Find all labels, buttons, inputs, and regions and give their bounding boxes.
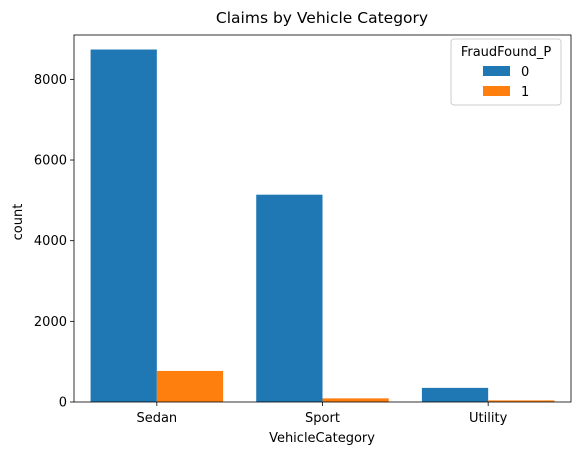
y-axis-label: count — [11, 204, 26, 241]
bar-utility-series-1 — [488, 400, 555, 402]
bar-sedan-series-1 — [156, 370, 224, 402]
bar-sport-series-1 — [322, 398, 389, 402]
y-tick-label: 0 — [59, 396, 67, 411]
legend-swatch-0 — [483, 66, 510, 76]
bar-sedan-series-0 — [90, 49, 157, 403]
y-ticks-group: 0 2000 4000 6000 8000 — [34, 73, 74, 411]
y-tick-label: 4000 — [34, 234, 67, 249]
chart-title: Claims by Vehicle Category — [216, 9, 428, 27]
x-tick-label-sedan: Sedan — [136, 411, 177, 426]
y-tick-label: 8000 — [34, 73, 67, 88]
legend-title: FraudFound_P — [461, 45, 552, 60]
y-tick-label: 6000 — [34, 154, 67, 169]
legend-swatch-1 — [483, 86, 510, 96]
x-ticks-group: Sedan Sport Utility — [136, 402, 508, 426]
x-axis-label: VehicleCategory — [269, 431, 375, 446]
y-tick-label: 2000 — [34, 315, 67, 330]
legend-label-0: 0 — [521, 65, 529, 80]
x-tick-label-sport: Sport — [305, 411, 340, 426]
legend-label-1: 1 — [521, 85, 529, 100]
legend: FraudFound_P 0 1 — [450, 38, 562, 106]
bars-group — [90, 49, 555, 403]
bar-utility-series-0 — [421, 387, 489, 402]
bar-sport-series-0 — [256, 194, 323, 402]
x-tick-label-utility: Utility — [469, 411, 508, 426]
